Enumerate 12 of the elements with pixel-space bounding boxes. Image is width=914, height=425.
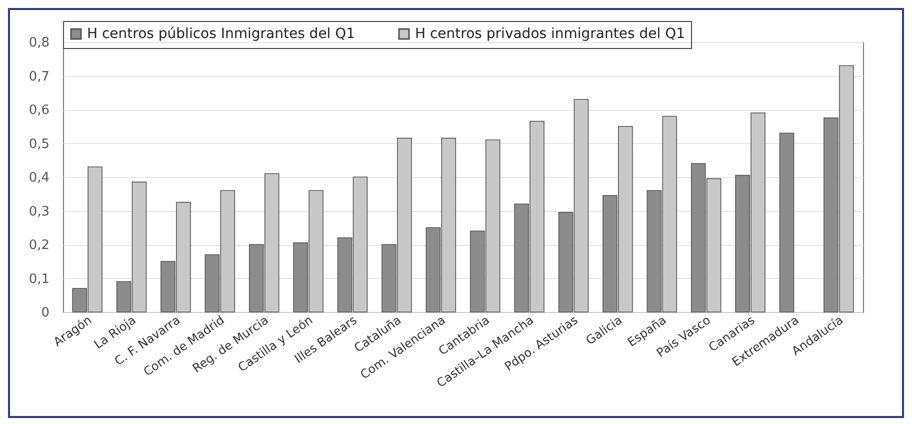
y-tick-label: 0,8 bbox=[28, 36, 50, 50]
y-tick-label: 0,4 bbox=[28, 170, 50, 186]
y-tick-label: 0,7 bbox=[28, 69, 50, 84]
y-tick-label: 0,5 bbox=[28, 136, 50, 152]
y-tick-label: 0 bbox=[41, 306, 50, 320]
y-tick-label: 0,1 bbox=[28, 272, 50, 287]
legend-label: H centros privados inmigrantes del Q1 bbox=[415, 26, 685, 42]
y-tick-label: 0,2 bbox=[28, 238, 50, 253]
y-tick-label: 0,6 bbox=[28, 103, 50, 118]
legend-label: H centros públicos Inmigrantes del Q1 bbox=[87, 26, 356, 42]
bar bbox=[779, 132, 794, 312]
y-tick-label: 0,3 bbox=[28, 204, 50, 220]
